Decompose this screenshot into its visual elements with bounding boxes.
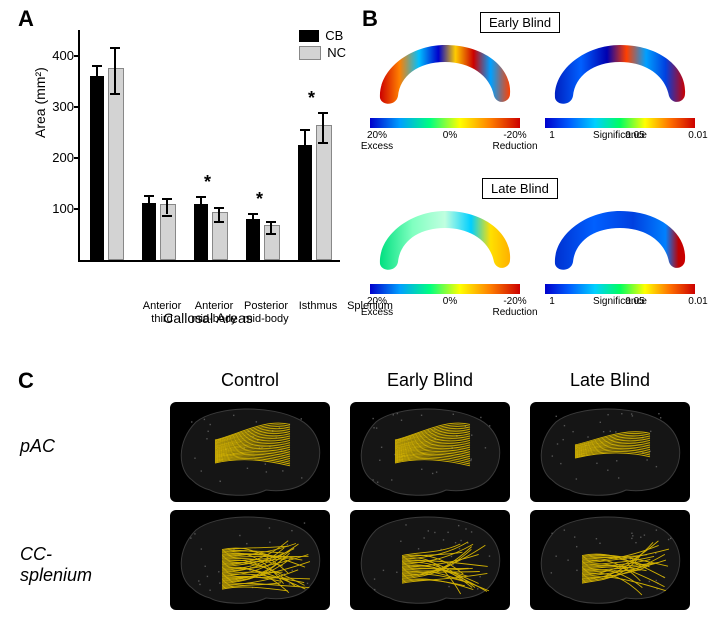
panel-c-tractography: Control Early Blind Late Blind pAC CC-spleni… bbox=[20, 370, 700, 620]
colorbar-label: 1 bbox=[527, 296, 577, 307]
panel-a-barchart: Area (mm²) 100200300400*** Anteriorthird… bbox=[20, 10, 350, 370]
error-cap bbox=[248, 225, 258, 227]
error-cap bbox=[248, 213, 258, 215]
colorbar-title: Significance bbox=[580, 130, 660, 141]
bar-nc bbox=[316, 125, 332, 260]
plot-area: 100200300400*** bbox=[78, 30, 340, 262]
ytick-label: 300 bbox=[36, 99, 74, 114]
colorbar-label: 20% bbox=[352, 296, 402, 307]
bar-nc bbox=[160, 204, 176, 260]
column-header: Early Blind bbox=[350, 370, 510, 391]
legend-nc: NC bbox=[299, 45, 346, 60]
callosum-map bbox=[370, 40, 520, 110]
bar-nc bbox=[108, 68, 124, 260]
x-axis-label: Callosal Areas bbox=[78, 310, 338, 326]
colorbar-label: 20% bbox=[352, 130, 402, 141]
error-cap bbox=[92, 87, 102, 89]
legend-cb: CB bbox=[299, 28, 346, 43]
column-header: Late Blind bbox=[530, 370, 690, 391]
group-title-early: Early Blind bbox=[480, 12, 560, 33]
legend-nc-label: NC bbox=[327, 45, 346, 60]
colorbar bbox=[545, 118, 695, 128]
bar-nc bbox=[264, 225, 280, 260]
colorbar bbox=[545, 284, 695, 294]
swatch-nc bbox=[299, 46, 321, 60]
colorbar-label: 0% bbox=[425, 296, 475, 307]
row-label: pAC bbox=[20, 436, 140, 457]
error-cap bbox=[110, 47, 120, 49]
ytick-label: 100 bbox=[36, 201, 74, 216]
group-title-late: Late Blind bbox=[482, 178, 558, 199]
colorbar-label: 0.01 bbox=[673, 296, 717, 307]
brain-tractography bbox=[350, 402, 510, 502]
ytick bbox=[74, 106, 80, 108]
error-bar bbox=[148, 195, 150, 210]
error-cap bbox=[144, 210, 154, 212]
colorbar-label: Reduction bbox=[490, 307, 540, 318]
error-cap bbox=[162, 215, 172, 217]
ytick bbox=[74, 55, 80, 57]
error-bar bbox=[166, 198, 168, 214]
error-cap bbox=[266, 233, 276, 235]
significance-star: * bbox=[256, 189, 263, 210]
colorbar bbox=[370, 284, 520, 294]
colorbar-label: Excess bbox=[352, 307, 402, 318]
colorbar-label: 0.01 bbox=[673, 130, 717, 141]
error-cap bbox=[266, 221, 276, 223]
bar-cb bbox=[90, 76, 104, 260]
error-bar bbox=[96, 65, 98, 87]
colorbar-label: 1 bbox=[527, 130, 577, 141]
callosum-map bbox=[370, 206, 520, 276]
error-cap bbox=[318, 142, 328, 144]
error-bar bbox=[218, 207, 220, 221]
error-cap bbox=[196, 212, 206, 214]
brain-tractography bbox=[530, 402, 690, 502]
significance-star: * bbox=[204, 172, 211, 193]
swatch-cb bbox=[299, 30, 319, 42]
brain-tractography bbox=[170, 510, 330, 610]
error-bar bbox=[322, 112, 324, 143]
error-cap bbox=[144, 195, 154, 197]
legend: CB NC bbox=[299, 28, 346, 62]
error-bar bbox=[200, 196, 202, 212]
ytick-label: 400 bbox=[36, 48, 74, 63]
colorbar-label: Reduction bbox=[490, 141, 540, 152]
chart-area: 100200300400*** AnteriorthirdAnteriormid… bbox=[78, 30, 338, 290]
error-cap bbox=[300, 129, 310, 131]
brain-tractography bbox=[530, 510, 690, 610]
column-header: Control bbox=[170, 370, 330, 391]
legend-cb-label: CB bbox=[325, 28, 343, 43]
error-cap bbox=[110, 93, 120, 95]
brain-tractography bbox=[170, 402, 330, 502]
error-cap bbox=[214, 221, 224, 223]
callosum-map bbox=[545, 40, 695, 110]
ytick bbox=[74, 208, 80, 210]
error-cap bbox=[92, 65, 102, 67]
error-bar bbox=[114, 47, 116, 93]
colorbar-title: Significance bbox=[580, 296, 660, 307]
ytick bbox=[74, 157, 80, 159]
error-cap bbox=[196, 196, 206, 198]
figure-root: A B C Area (mm²) 100200300400*** Anterio… bbox=[0, 0, 717, 626]
bar-nc bbox=[212, 212, 228, 260]
ytick-label: 200 bbox=[36, 150, 74, 165]
colorbar-label: 0% bbox=[425, 130, 475, 141]
error-cap bbox=[162, 198, 172, 200]
error-cap bbox=[318, 112, 328, 114]
brain-tractography bbox=[350, 510, 510, 610]
error-cap bbox=[300, 161, 310, 163]
error-cap bbox=[214, 207, 224, 209]
significance-star: * bbox=[308, 88, 315, 109]
error-bar bbox=[304, 129, 306, 162]
panel-b-heatmaps: Early BlindLate Blind20%Excess0%-20%Redu… bbox=[360, 10, 710, 340]
callosum-map bbox=[545, 206, 695, 276]
colorbar-label: Excess bbox=[352, 141, 402, 152]
row-label: CC-splenium bbox=[20, 544, 140, 586]
colorbar bbox=[370, 118, 520, 128]
